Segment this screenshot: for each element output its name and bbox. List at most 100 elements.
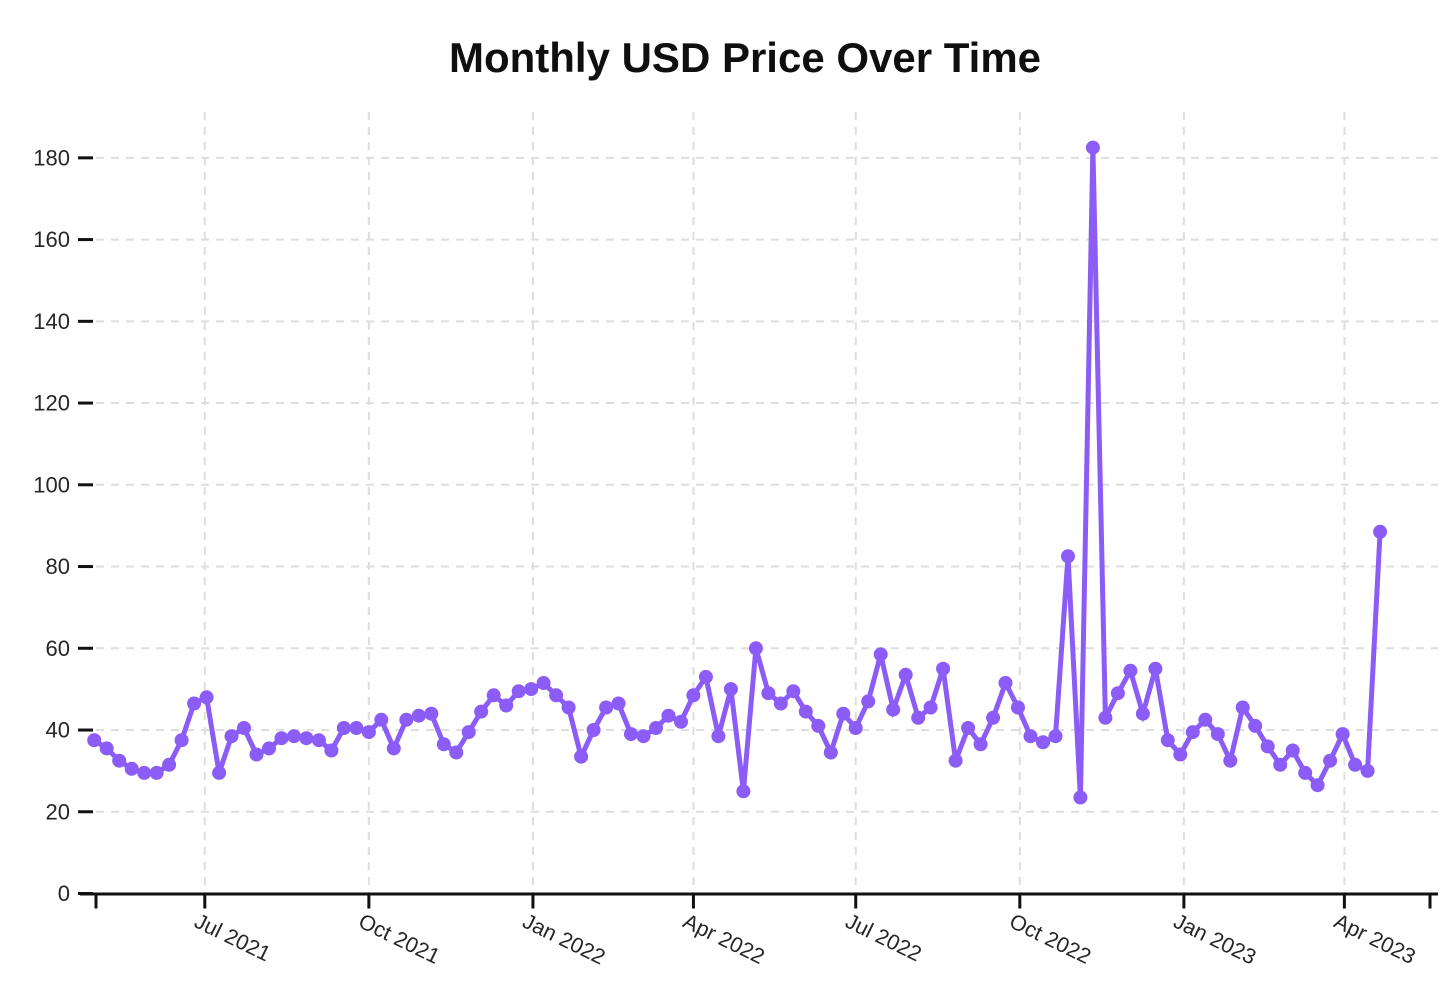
data-point-marker <box>212 765 227 780</box>
data-point-marker <box>636 729 651 744</box>
x-tick-label-group: Jul 2022 <box>842 909 926 966</box>
data-point-marker <box>873 647 888 662</box>
y-tick-label: 80 <box>46 554 70 579</box>
data-point-marker <box>411 708 426 723</box>
data-point-marker <box>1123 663 1138 678</box>
data-point-marker <box>274 731 289 746</box>
data-point-marker <box>823 745 838 760</box>
x-tick-label: Oct 2022 <box>1006 909 1095 969</box>
data-point-marker <box>374 712 389 727</box>
data-point-marker <box>1135 706 1150 721</box>
data-point-marker <box>599 700 614 715</box>
y-tick-label: 180 <box>33 145 70 170</box>
data-point-marker <box>1248 718 1263 733</box>
data-point-marker <box>948 753 963 768</box>
data-point-marker <box>686 688 701 703</box>
data-point-marker <box>1323 753 1338 768</box>
data-point-marker <box>524 682 539 697</box>
x-tick-label: Apr 2022 <box>679 909 768 969</box>
data-point-marker <box>536 676 551 690</box>
data-series <box>87 140 1388 805</box>
x-tick-label: Jan 2023 <box>1170 909 1260 969</box>
y-tick-label: 20 <box>46 799 70 824</box>
data-point-marker <box>461 725 476 740</box>
x-tick-label-group: Jan 2023 <box>1170 909 1260 969</box>
data-point-marker <box>986 710 1001 725</box>
gridlines <box>96 112 1438 894</box>
price-line <box>91 147 1383 798</box>
data-point-marker <box>1260 739 1275 754</box>
y-tick-label: 140 <box>33 309 70 334</box>
data-point-marker <box>1160 733 1175 748</box>
data-point-marker <box>149 765 164 780</box>
x-tick-label-group: Jul 2021 <box>191 909 275 966</box>
data-point-marker <box>936 661 951 676</box>
data-point-marker <box>112 753 127 768</box>
data-point-marker <box>836 706 851 721</box>
x-tick-label-group: Oct 2022 <box>1006 909 1095 969</box>
data-point-marker <box>1185 725 1200 740</box>
data-point-marker <box>674 714 688 729</box>
data-point-marker <box>262 741 276 756</box>
data-point-marker <box>1360 763 1375 778</box>
data-point-marker <box>961 721 976 735</box>
x-tick-label: Jan 2022 <box>519 909 609 969</box>
data-point-marker <box>424 706 439 721</box>
data-point-marker <box>1298 765 1313 780</box>
data-point-marker <box>1373 524 1388 539</box>
data-point-marker <box>549 688 564 703</box>
data-point-marker <box>386 741 401 756</box>
data-point-marker <box>923 700 938 715</box>
x-tick-label: Jul 2022 <box>842 909 926 966</box>
data-point-marker <box>174 733 189 748</box>
data-point-marker <box>287 729 301 744</box>
data-point-marker <box>898 667 913 682</box>
data-point-marker <box>336 721 351 735</box>
data-point-marker <box>886 702 901 717</box>
y-tick-label: 120 <box>33 391 70 416</box>
x-tick-label-group: Apr 2023 <box>1330 909 1419 969</box>
data-point-marker <box>162 757 177 772</box>
data-point-marker <box>249 747 264 762</box>
data-point-marker <box>311 733 326 748</box>
data-point-marker <box>124 761 139 776</box>
data-point-marker <box>748 641 763 656</box>
data-point-marker <box>1285 743 1300 758</box>
data-point-marker <box>349 721 364 735</box>
data-point-marker <box>1235 700 1250 715</box>
axes <box>78 156 1438 909</box>
data-point-marker <box>299 731 314 746</box>
data-point-marker <box>973 737 988 752</box>
data-point-marker <box>698 669 713 684</box>
data-point-marker <box>324 743 339 758</box>
data-point-marker <box>998 676 1013 690</box>
x-tick-label: Jul 2021 <box>191 909 275 966</box>
data-point-marker <box>1036 735 1050 750</box>
data-point-marker <box>1110 686 1125 701</box>
y-tick-label: 0 <box>58 881 70 906</box>
data-point-marker <box>449 745 464 760</box>
x-tick-label-group: Oct 2021 <box>355 909 444 969</box>
data-point-marker <box>187 696 202 711</box>
data-point-marker <box>99 741 114 756</box>
data-point-marker <box>798 704 813 719</box>
data-point-marker <box>87 733 102 748</box>
data-point-marker <box>1023 729 1038 744</box>
data-point-marker <box>1273 757 1288 772</box>
data-point-marker <box>611 696 626 711</box>
data-point-marker <box>1173 747 1188 762</box>
data-point-marker <box>911 710 926 725</box>
chart-title: Monthly USD Price Over Time <box>449 34 1041 81</box>
axis-labels: 0 20 40 60 80 100 120 140 160 180 Jul 2021 Oct 2021… <box>33 145 1419 969</box>
x-tick-label-group: Jan 2022 <box>519 909 609 969</box>
data-point-marker <box>1210 727 1225 742</box>
data-point-marker <box>1310 778 1325 793</box>
data-point-marker <box>773 696 788 711</box>
data-point-marker <box>1348 757 1363 772</box>
data-point-marker <box>1198 712 1213 727</box>
data-point-marker <box>237 721 251 735</box>
data-point-marker <box>1011 700 1025 715</box>
data-point-marker <box>199 690 214 705</box>
